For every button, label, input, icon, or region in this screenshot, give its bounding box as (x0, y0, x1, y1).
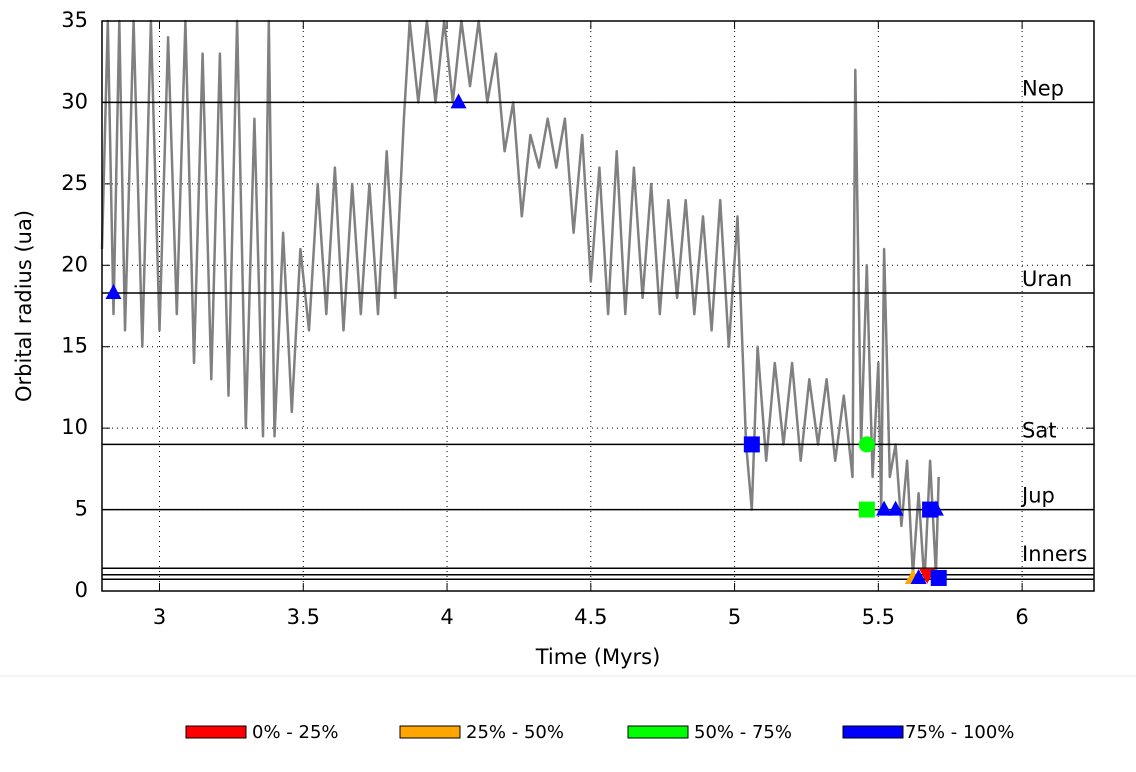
ref-line-label: Inners (1022, 542, 1087, 566)
y-tick-label: 5 (75, 497, 88, 521)
legend-label: 0% - 25% (252, 722, 339, 743)
x-tick-label: 6 (1015, 605, 1028, 629)
marker-triangle (450, 93, 467, 109)
marker-triangle (927, 500, 944, 516)
legend-swatch (399, 725, 461, 739)
marker-circle (858, 436, 875, 453)
x-tick-label: 5.5 (862, 605, 895, 629)
x-axis-label: Time (Myrs) (535, 645, 661, 669)
y-tick-label: 0 (75, 578, 88, 602)
legend-swatch (842, 725, 904, 739)
marker-square (858, 501, 875, 518)
ref-line-label: Jup (1020, 484, 1055, 508)
legend: 0% - 25% 25% - 50% 50% - 75% 75% - 100% (185, 722, 1014, 743)
y-tick-label: 15 (61, 334, 88, 358)
marker-triangle (105, 283, 122, 299)
ref-line-label: Nep (1022, 76, 1064, 100)
x-tick-label: 5 (728, 605, 741, 629)
marker-square (743, 436, 760, 453)
y-tick-label: 30 (61, 89, 88, 113)
plot-area: Nep Uran Sat Jup Inners (100, 19, 1094, 592)
ref-line-label: Sat (1022, 418, 1056, 442)
x-tick-label: 3.5 (287, 605, 320, 629)
x-tick-label: 4.5 (574, 605, 607, 629)
plot-frame (101, 20, 1095, 592)
legend-swatch (627, 725, 689, 739)
trace (100, 19, 940, 585)
y-tick-label: 20 (61, 252, 88, 276)
marker-triangle (876, 500, 893, 516)
y-tick-label: 10 (61, 415, 88, 439)
legend-label: 25% - 50% (466, 722, 564, 743)
y-tick-label: 35 (61, 8, 88, 32)
legend-swatch (185, 725, 247, 739)
ref-line-label: Uran (1022, 267, 1072, 291)
x-tick-label: 4 (440, 605, 453, 629)
legend-label: 75% - 100% (905, 722, 1014, 743)
x-tick-label: 3 (153, 605, 166, 629)
marker-triangle (910, 568, 927, 584)
y-tick-label: 25 (61, 171, 88, 195)
y-axis-label: Orbital radius (ua) (12, 210, 36, 402)
marker-triangle (887, 500, 904, 516)
marker-square (930, 569, 947, 586)
legend-label: 50% - 75% (694, 722, 792, 743)
